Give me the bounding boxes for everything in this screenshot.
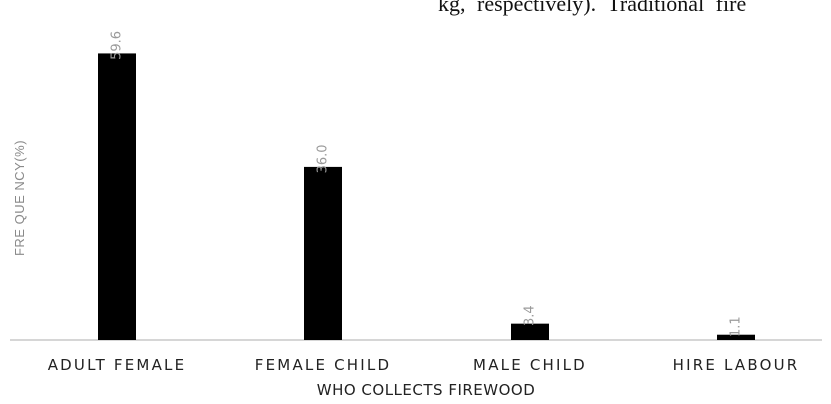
data-label-group: 59.6 36.0 3.4 1.1 — [110, 31, 744, 337]
x-axis-label: WHO COLLECTS FIREWOOD — [317, 381, 536, 399]
bar-2 — [511, 323, 549, 340]
data-label-0: 59.6 — [110, 31, 125, 60]
x-tick-label-0: ADULT FEMALE — [48, 356, 187, 374]
bar-1 — [304, 166, 342, 340]
y-axis-label: FRE QUE NCY(%) — [12, 140, 27, 256]
data-label-1: 36.0 — [316, 144, 331, 173]
bar-group — [98, 53, 755, 340]
paper-text-snippet: kg, respectively). Traditional fire — [438, 0, 747, 16]
x-tick-label-2: MALE CHILD — [473, 356, 587, 374]
x-tick-label-1: FEMALE CHILD — [255, 356, 391, 374]
x-tick-group: ADULT FEMALE FEMALE CHILD MALE CHILD HIRE L… — [48, 356, 800, 374]
bar-3 — [717, 334, 755, 340]
bar-0 — [98, 53, 136, 340]
data-label-3: 1.1 — [729, 316, 744, 337]
x-tick-label-3: HIRE LABOUR — [673, 356, 800, 374]
data-label-2: 3.4 — [523, 305, 538, 326]
